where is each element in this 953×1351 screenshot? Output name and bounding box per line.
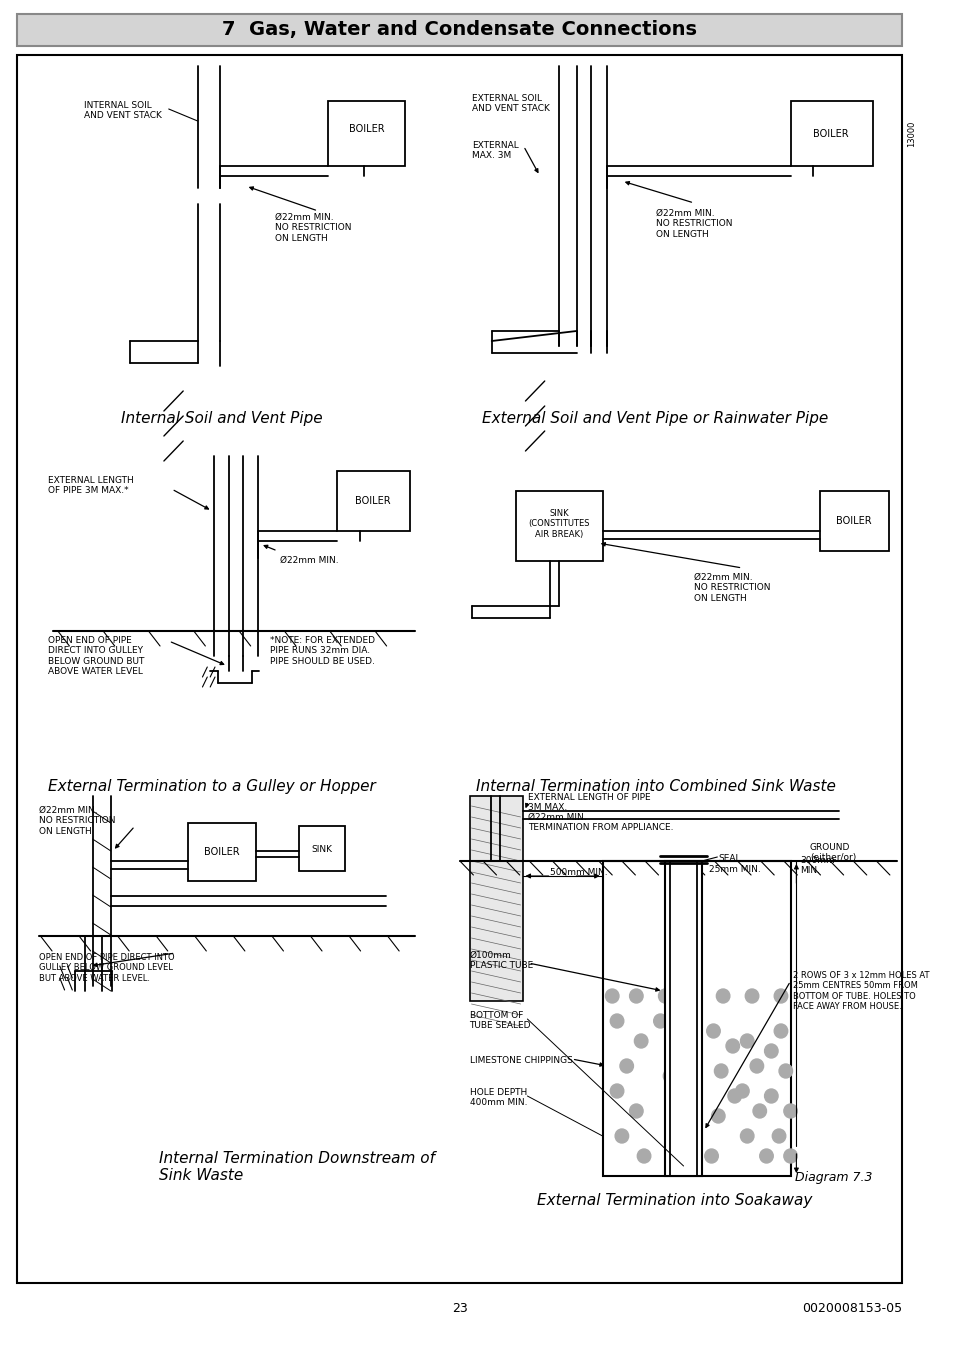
Text: External Termination to a Gulley or Hopper: External Termination to a Gulley or Hopp… — [49, 780, 375, 794]
Circle shape — [716, 989, 729, 1002]
Circle shape — [740, 1129, 753, 1143]
Circle shape — [735, 1084, 748, 1098]
Text: BOILER: BOILER — [813, 128, 848, 139]
Bar — [328, 101, 404, 166]
Circle shape — [744, 989, 758, 1002]
Text: 0020008153-05: 0020008153-05 — [801, 1302, 902, 1316]
Text: HOLE DEPTH
400mm MIN.: HOLE DEPTH 400mm MIN. — [469, 1088, 526, 1108]
Circle shape — [779, 1065, 792, 1078]
Text: Internal Soil and Vent Pipe: Internal Soil and Vent Pipe — [121, 411, 322, 426]
Text: Ø100mm
PLASTIC TUBE: Ø100mm PLASTIC TUBE — [469, 951, 532, 970]
Text: 23: 23 — [452, 1302, 467, 1316]
Circle shape — [763, 1044, 778, 1058]
Text: EXTERNAL LENGTH
OF PIPE 3M MAX.*: EXTERNAL LENGTH OF PIPE 3M MAX.* — [49, 476, 133, 496]
Text: External Soil and Vent Pipe or Rainwater Pipe: External Soil and Vent Pipe or Rainwater… — [482, 411, 828, 426]
Text: EXTERNAL LENGTH OF PIPE
3M MAX.: EXTERNAL LENGTH OF PIPE 3M MAX. — [528, 793, 650, 812]
Text: GROUND
(either/or): GROUND (either/or) — [809, 843, 855, 862]
Circle shape — [783, 1104, 797, 1119]
Bar — [819, 490, 888, 551]
Bar — [337, 471, 410, 531]
Text: External Termination into Soakaway: External Termination into Soakaway — [537, 1193, 812, 1208]
Circle shape — [610, 1084, 623, 1098]
Text: LIMESTONE CHIPPINGS: LIMESTONE CHIPPINGS — [469, 1056, 572, 1065]
Circle shape — [615, 1129, 628, 1143]
Text: BOILER: BOILER — [355, 496, 391, 507]
Text: Ø22mm MIN.
TERMINATION FROM APPLIANCE.: Ø22mm MIN. TERMINATION FROM APPLIANCE. — [528, 813, 673, 832]
Circle shape — [610, 1015, 623, 1028]
Circle shape — [662, 1069, 676, 1084]
Circle shape — [653, 1015, 666, 1028]
Circle shape — [667, 1004, 681, 1019]
Text: INTERNAL SOIL
AND VENT STACK: INTERNAL SOIL AND VENT STACK — [84, 101, 162, 120]
Text: BOILER: BOILER — [836, 516, 871, 526]
Circle shape — [763, 1089, 778, 1102]
Circle shape — [605, 989, 618, 1002]
Circle shape — [711, 1109, 724, 1123]
Text: 2 ROWS OF 3 x 12mm HOLES AT
25mm CENTRES 50mm FROM
BOTTOM OF TUBE. HOLES TO
FACE: 2 ROWS OF 3 x 12mm HOLES AT 25mm CENTRES… — [792, 971, 928, 1011]
Circle shape — [740, 1034, 753, 1048]
Bar — [17, 14, 902, 46]
Text: Ø22mm MIN.
NO RESTRICTION
ON LENGTH: Ø22mm MIN. NO RESTRICTION ON LENGTH — [694, 573, 770, 603]
Circle shape — [725, 1039, 739, 1052]
Circle shape — [667, 1115, 681, 1128]
Circle shape — [714, 1065, 727, 1078]
Text: 25mm MIN.: 25mm MIN. — [708, 865, 760, 874]
Text: BOILER: BOILER — [348, 124, 384, 135]
Circle shape — [637, 1148, 650, 1163]
Circle shape — [629, 1104, 642, 1119]
Circle shape — [658, 989, 671, 1002]
Bar — [298, 825, 345, 871]
Circle shape — [774, 1024, 787, 1038]
Circle shape — [706, 1024, 720, 1038]
Bar — [469, 796, 522, 1001]
Bar — [516, 490, 602, 561]
Text: SINK
(CONSTITUTES
AIR BREAK): SINK (CONSTITUTES AIR BREAK) — [528, 509, 589, 539]
Circle shape — [727, 1089, 740, 1102]
Text: EXTERNAL
MAX. 3M: EXTERNAL MAX. 3M — [472, 141, 518, 161]
Text: Ø22mm MIN.
NO RESTRICTION
ON LENGTH: Ø22mm MIN. NO RESTRICTION ON LENGTH — [274, 213, 351, 243]
Circle shape — [682, 1089, 696, 1102]
Text: Ø22mm MIN.
NO RESTRICTION
ON LENGTH: Ø22mm MIN. NO RESTRICTION ON LENGTH — [38, 807, 115, 836]
Text: SINK: SINK — [312, 844, 333, 854]
Circle shape — [619, 1059, 633, 1073]
Circle shape — [772, 1129, 785, 1143]
Circle shape — [687, 1019, 700, 1034]
Circle shape — [752, 1104, 765, 1119]
Bar — [790, 101, 872, 166]
Circle shape — [759, 1148, 773, 1163]
Text: Internal Termination into Combined Sink Waste: Internal Termination into Combined Sink … — [476, 780, 835, 794]
Text: 500mm MIN.: 500mm MIN. — [549, 867, 606, 877]
Circle shape — [774, 989, 787, 1002]
Circle shape — [687, 1133, 700, 1148]
Text: OPEN END OF PIPE DIRECT INTO
GULLEY BELOW GROUND LEVEL
BUT ABOVE WATER LEVEL.: OPEN END OF PIPE DIRECT INTO GULLEY BELO… — [38, 952, 174, 982]
Text: Diagram 7.3: Diagram 7.3 — [794, 1171, 872, 1183]
Text: EXTERNAL SOIL
AND VENT STACK: EXTERNAL SOIL AND VENT STACK — [472, 95, 550, 113]
Circle shape — [749, 1059, 762, 1073]
Circle shape — [629, 989, 642, 1002]
Text: OPEN END OF PIPE
DIRECT INTO GULLEY
BELOW GROUND BUT
ABOVE WATER LEVEL: OPEN END OF PIPE DIRECT INTO GULLEY BELO… — [49, 636, 145, 677]
Text: 13000: 13000 — [906, 122, 916, 147]
Text: BOTTOM OF
TUBE SEALED: BOTTOM OF TUBE SEALED — [469, 1011, 531, 1031]
Bar — [602, 861, 790, 1175]
Text: SEAL: SEAL — [718, 854, 740, 863]
Circle shape — [672, 1044, 686, 1058]
Circle shape — [704, 1148, 718, 1163]
Text: *NOTE: FOR EXTENDED
PIPE RUNS 32mm DIA.
PIPE SHOULD BE USED.: *NOTE: FOR EXTENDED PIPE RUNS 32mm DIA. … — [270, 636, 375, 666]
Text: 7  Gas, Water and Condensate Connections: 7 Gas, Water and Condensate Connections — [222, 20, 697, 39]
Text: Internal Termination Downstream of
Sink Waste: Internal Termination Downstream of Sink … — [159, 1151, 435, 1183]
Text: 300mm
MIN.: 300mm MIN. — [800, 857, 834, 875]
Text: Ø22mm MIN.: Ø22mm MIN. — [279, 557, 338, 565]
Text: Ø22mm MIN.
NO RESTRICTION
ON LENGTH: Ø22mm MIN. NO RESTRICTION ON LENGTH — [655, 209, 731, 239]
Circle shape — [687, 989, 700, 1002]
Text: BOILER: BOILER — [204, 847, 239, 857]
Circle shape — [783, 1148, 797, 1163]
Bar — [188, 823, 255, 881]
Bar — [664, 861, 701, 1175]
Circle shape — [634, 1034, 647, 1048]
